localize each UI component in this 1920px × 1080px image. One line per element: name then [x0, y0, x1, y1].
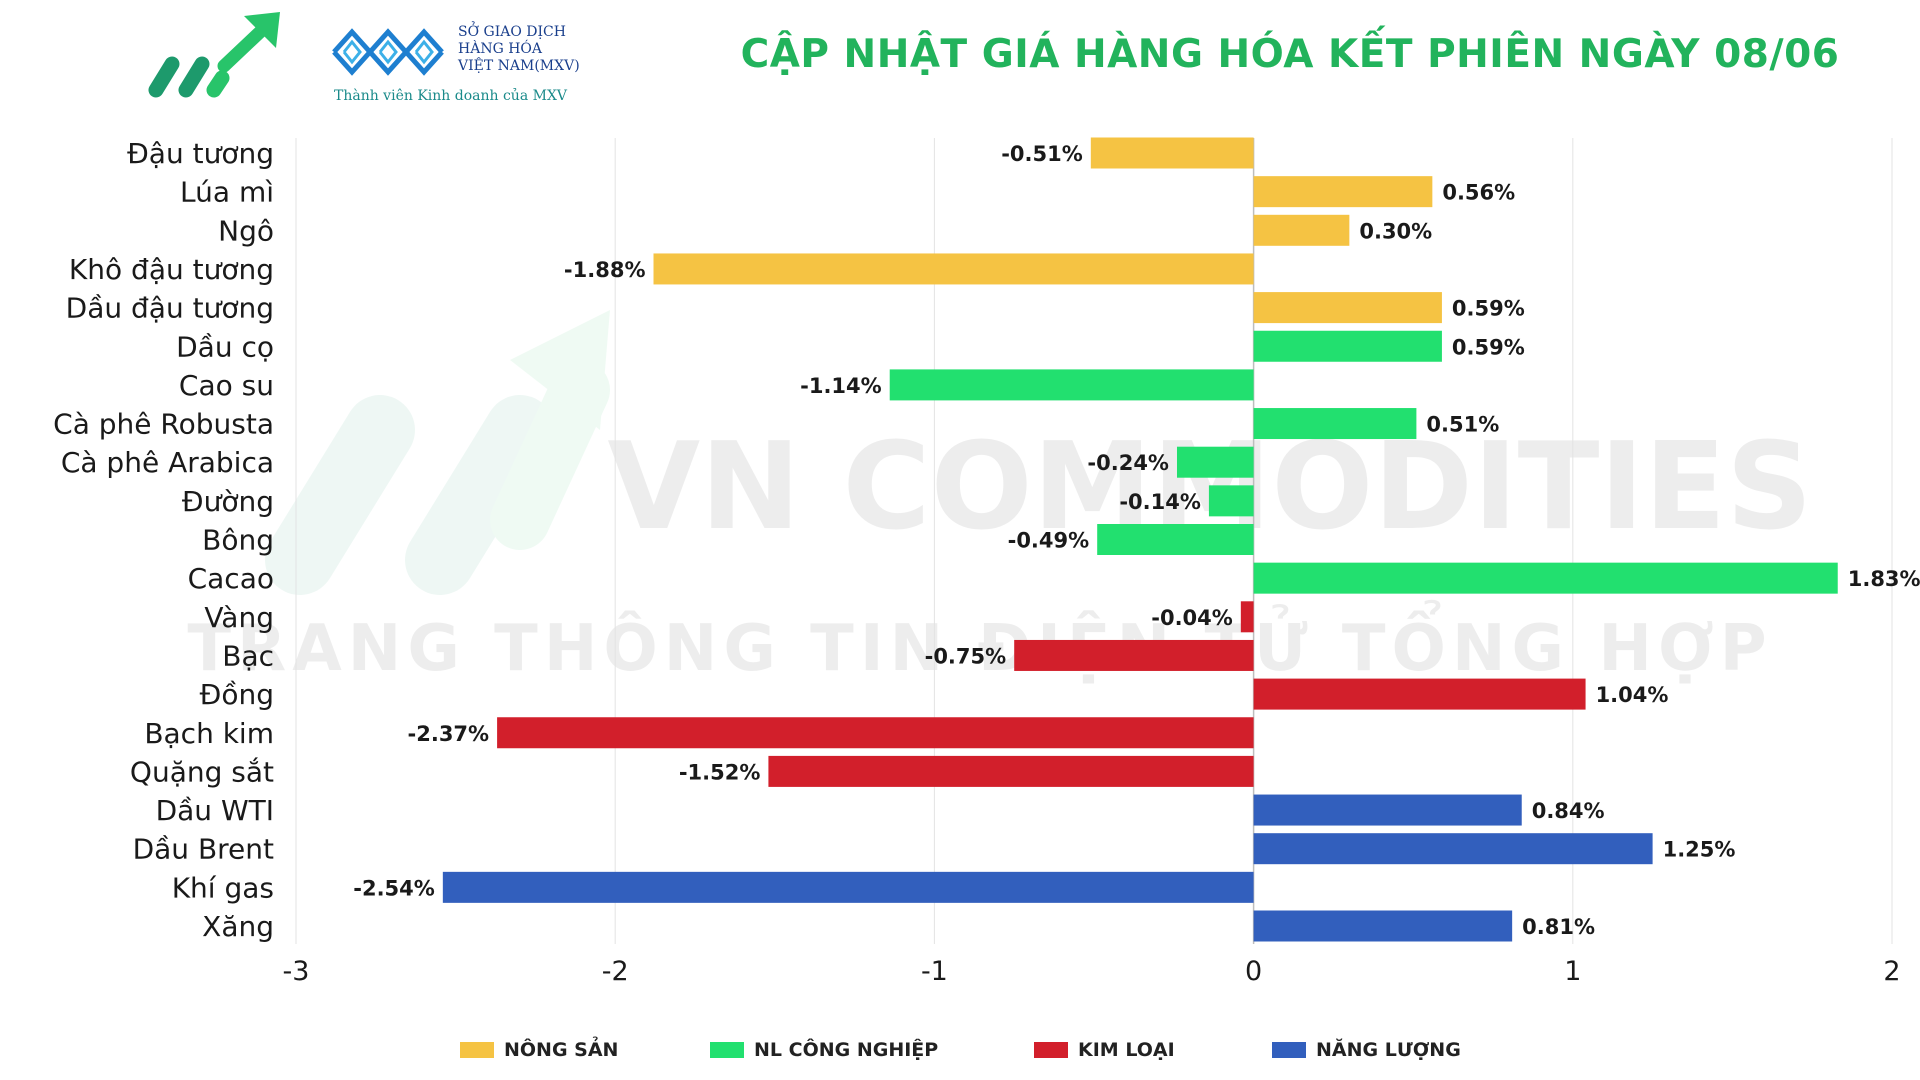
bar-2 — [1253, 214, 1350, 246]
bar-16 — [768, 755, 1254, 787]
bar-1 — [1253, 176, 1433, 208]
category-label: Đậu tương — [127, 137, 274, 170]
bar-17 — [1253, 794, 1522, 826]
category-label: Xăng — [202, 910, 274, 943]
mxv-logo: SỞ GIAO DỊCH HÀNG HÓA VIỆT NAM(MXV) Thàn… — [330, 22, 580, 112]
data-label: -0.24% — [1087, 451, 1169, 475]
x-tick-label: -1 — [921, 956, 948, 987]
legend-label-nang-luong: NĂNG LƯỢNG — [1316, 1039, 1461, 1061]
x-tick-label: -3 — [283, 956, 310, 987]
bar-3 — [653, 253, 1254, 285]
legend-label-kim-loai: KIM LOẠI — [1078, 1039, 1175, 1061]
bar-12 — [1240, 601, 1254, 633]
x-tick-label: 0 — [1245, 956, 1262, 987]
legend-label-nong-san: NÔNG SẢN — [504, 1039, 619, 1061]
bar-5 — [1253, 330, 1442, 362]
watermark: VN COMMODITIES TRANG THÔNG TIN ĐIỆN TỬ T… — [187, 310, 1813, 686]
legend-item-nl-cong-nghiep: NL CÔNG NGHIỆP — [710, 1030, 938, 1070]
data-label: -0.49% — [1008, 529, 1090, 553]
category-label: Đường — [182, 485, 274, 518]
data-label: 1.83% — [1848, 567, 1920, 591]
watermark-logo — [265, 310, 610, 595]
category-label: Bạc — [222, 639, 274, 672]
data-label: -0.51% — [1001, 142, 1083, 166]
data-label: 0.30% — [1359, 219, 1432, 243]
data-label: -1.52% — [679, 760, 761, 784]
bar-8 — [1176, 446, 1254, 478]
data-label: 0.56% — [1442, 181, 1515, 205]
bar-14 — [1253, 678, 1586, 710]
category-label: Ngô — [218, 214, 274, 247]
bars — [442, 137, 1838, 942]
bar-0 — [1090, 137, 1254, 169]
data-label: -0.75% — [925, 644, 1007, 668]
category-label: Bông — [202, 524, 274, 557]
category-label: Cà phê Robusta — [53, 408, 274, 441]
bar-chart: VN COMMODITIES TRANG THÔNG TIN ĐIỆN TỬ T… — [53, 137, 1920, 987]
bar-10 — [1097, 524, 1254, 555]
data-label: -0.14% — [1119, 490, 1201, 514]
legend: NÔNG SẢN NL CÔNG NGHIỆP KIM LOẠI NĂNG LƯ… — [0, 1030, 1920, 1070]
category-label: Cà phê Arabica — [61, 446, 274, 479]
category-label: Dầu cọ — [176, 330, 274, 363]
bar-18 — [1253, 833, 1653, 865]
category-label: Dầu đậu tương — [66, 292, 274, 325]
x-tick-label: -2 — [602, 956, 629, 987]
category-label: Khí gas — [172, 871, 274, 904]
category-label: Dầu Brent — [133, 833, 274, 866]
mxv-name-line1: SỞ GIAO DỊCH — [458, 24, 566, 40]
data-label: -1.88% — [564, 258, 646, 282]
data-label: -2.37% — [408, 722, 490, 746]
bar-7 — [1253, 408, 1417, 440]
bar-13 — [1014, 639, 1254, 671]
category-label: Cacao — [188, 562, 274, 595]
x-axis-ticks: -3 -2 -1 0 1 2 — [283, 956, 1901, 987]
data-label: -0.04% — [1151, 606, 1233, 630]
watermark-line2: TRANG THÔNG TIN ĐIỆN TỬ TỔNG HỢP — [187, 599, 1772, 686]
category-label: Vàng — [204, 601, 274, 634]
x-tick-label: 1 — [1564, 956, 1581, 987]
legend-label-nl-cong-nghiep: NL CÔNG NGHIỆP — [754, 1039, 939, 1061]
data-label: 0.84% — [1532, 799, 1605, 823]
data-label: -1.14% — [800, 374, 882, 398]
bar-19 — [442, 871, 1254, 903]
data-label: 0.59% — [1452, 335, 1525, 359]
mxv-name-line3: VIỆT NAM(MXV) — [458, 58, 580, 74]
category-label: Quặng sắt — [130, 755, 274, 788]
category-label: Đồng — [200, 678, 274, 711]
category-label: Dầu WTI — [156, 794, 274, 827]
page-title: CẬP NHẬT GIÁ HÀNG HÓA KẾT PHIÊN NGÀY 08/… — [740, 32, 1840, 77]
legend-swatch-nong-san — [460, 1042, 494, 1058]
bar-6 — [889, 369, 1254, 401]
legend-swatch-nl-cong-nghiep — [710, 1042, 744, 1058]
legend-swatch-kim-loai — [1034, 1042, 1068, 1058]
bar-20 — [1253, 910, 1513, 942]
category-label: Bạch kim — [144, 717, 274, 750]
data-label: 0.59% — [1452, 297, 1525, 321]
data-label: -2.54% — [353, 876, 435, 900]
legend-item-nang-luong: NĂNG LƯỢNG — [1272, 1030, 1461, 1070]
data-label: 1.04% — [1596, 683, 1669, 707]
bar-9 — [1208, 485, 1254, 517]
data-label: 0.81% — [1522, 915, 1595, 939]
legend-item-kim-loai: KIM LOẠI — [1034, 1030, 1175, 1070]
data-label: 0.51% — [1426, 413, 1499, 437]
legend-item-nong-san: NÔNG SẢN — [460, 1030, 618, 1070]
category-label: Lúa mì — [180, 176, 274, 209]
bar-15 — [497, 717, 1254, 749]
bar-11 — [1253, 562, 1838, 594]
header: SỞ GIAO DỊCH HÀNG HÓA VIỆT NAM(MXV) Thàn… — [0, 0, 1920, 120]
category-label: Khô đậu tương — [69, 253, 274, 286]
mxv-tagline: Thành viên Kinh doanh của MXV — [334, 88, 568, 104]
x-tick-label: 2 — [1883, 956, 1900, 987]
mxv-logo-mark — [332, 28, 444, 76]
vn-commodities-logo — [148, 12, 280, 98]
category-label: Cao su — [179, 369, 274, 402]
legend-swatch-nang-luong — [1272, 1042, 1306, 1058]
data-label: 1.25% — [1663, 838, 1736, 862]
mxv-name-line2: HÀNG HÓA — [458, 41, 542, 57]
data-labels: -0.51% 0.56% 0.30% -1.88% 0.59% 0.59% -1.14% 0.… — [353, 142, 1920, 939]
category-labels: Đậu tương Lúa mì Ngô Khô đậu tương Dầu đậu t… — [53, 137, 274, 943]
bar-4 — [1253, 292, 1442, 324]
